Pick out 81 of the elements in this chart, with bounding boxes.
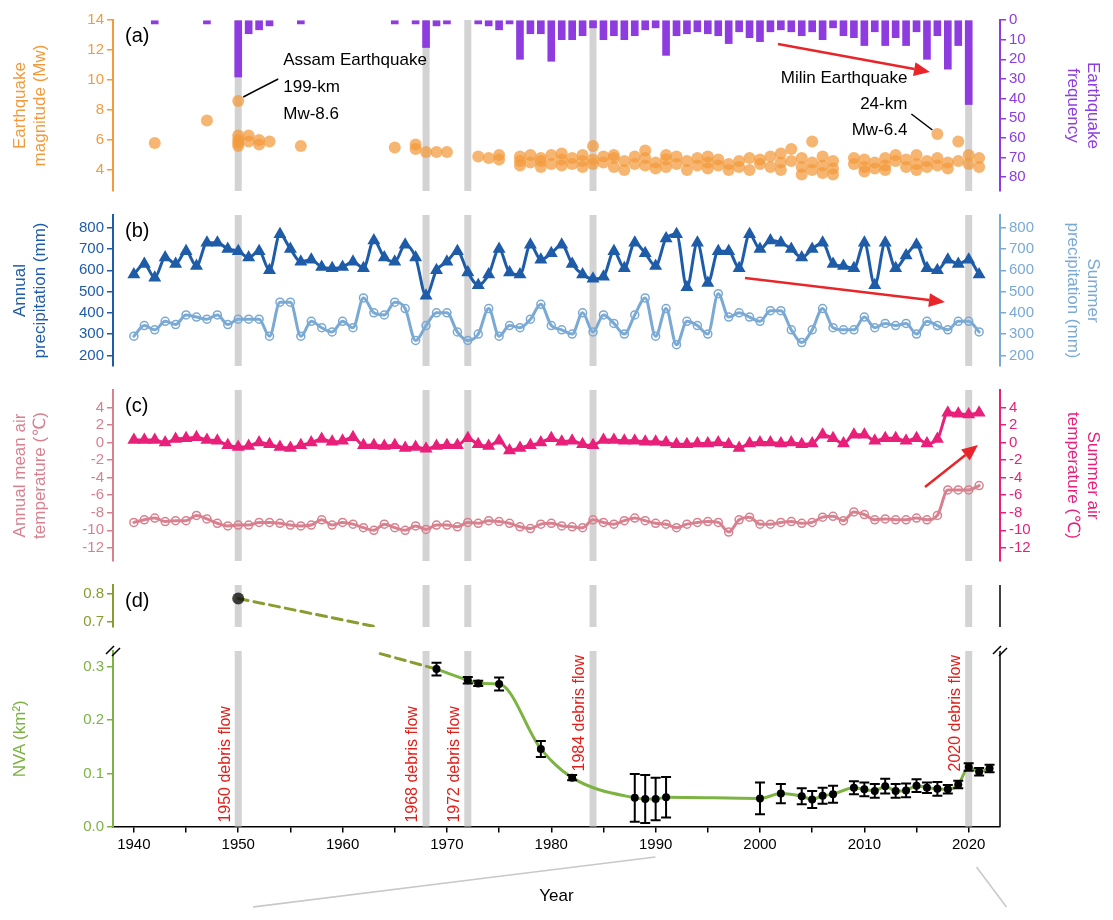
y-tick-label: 300 bbox=[78, 324, 104, 342]
y-tick-label: 6 bbox=[95, 130, 104, 148]
x-tick-label: 1990 bbox=[638, 834, 673, 852]
y-tick-label: 0.3 bbox=[83, 657, 104, 675]
y-tick-label: 0.2 bbox=[83, 710, 104, 728]
y-tick-label: -6 bbox=[90, 485, 104, 503]
annotation: (a) bbox=[125, 23, 150, 46]
x-tick-label: 2000 bbox=[743, 834, 777, 852]
y2-tick-label: 10 bbox=[1009, 29, 1026, 47]
y2-axis-title: Earthquake frequency bbox=[1063, 62, 1104, 149]
y-tick-label: 4 bbox=[95, 160, 104, 178]
y2-tick-label: 800 bbox=[1009, 217, 1035, 235]
x-tick-label: 1950 bbox=[221, 834, 255, 852]
ref-line-label: 1968 debris flow bbox=[403, 705, 421, 823]
x-tick-label: 1970 bbox=[430, 834, 464, 852]
y-tick-label: -10 bbox=[82, 520, 104, 538]
ref-line-label: 1972 debris flow bbox=[445, 705, 463, 823]
y2-tick-label: 0 bbox=[1009, 10, 1018, 28]
y2-tick-label: 600 bbox=[1009, 260, 1035, 278]
y-tick-label: 700 bbox=[78, 239, 104, 257]
x-tick-label: 2010 bbox=[847, 834, 882, 852]
x-tick-label: 1980 bbox=[534, 834, 568, 852]
y-tick-label: -2 bbox=[90, 450, 104, 468]
y-tick-label: 12 bbox=[87, 40, 104, 58]
y-tick-label: 0.7 bbox=[83, 611, 104, 629]
y-tick-label: 800 bbox=[78, 217, 104, 235]
y-tick-label: 400 bbox=[78, 302, 104, 320]
y2-axis-title: Summer air temperature (℃) bbox=[1063, 412, 1104, 539]
y2-tick-label: 60 bbox=[1009, 128, 1026, 146]
y-tick-label: -4 bbox=[90, 467, 104, 485]
y2-tick-label: 40 bbox=[1009, 88, 1026, 106]
y2-tick-label: 30 bbox=[1009, 69, 1026, 87]
annotation: (c) bbox=[125, 393, 149, 416]
y-axis-title: Earthquake magnitude (Mw) bbox=[9, 44, 50, 167]
y2-tick-label: -6 bbox=[1009, 485, 1023, 503]
y2-tick-label: 70 bbox=[1009, 147, 1026, 165]
y2-tick-label: -8 bbox=[1009, 502, 1023, 520]
annotation: (b) bbox=[125, 218, 150, 241]
y2-tick-label: 200 bbox=[1009, 345, 1035, 363]
y2-tick-label: 0 bbox=[1009, 432, 1018, 450]
ref-line-label: 2020 debris flow bbox=[946, 654, 964, 772]
y2-tick-label: 50 bbox=[1009, 108, 1026, 126]
y-tick-label: 2 bbox=[95, 415, 104, 433]
y-tick-label: 200 bbox=[78, 345, 104, 363]
x-tick-label: 1940 bbox=[117, 834, 151, 852]
y-axis-title: Annual precipitation (mm) bbox=[9, 222, 50, 359]
y2-tick-label: 20 bbox=[1009, 49, 1026, 67]
y2-tick-label: -2 bbox=[1009, 450, 1023, 468]
y-tick-label: -8 bbox=[90, 502, 104, 520]
x-tick-label: 2020 bbox=[952, 834, 986, 852]
y2-tick-label: 80 bbox=[1009, 167, 1026, 185]
y2-tick-label: -10 bbox=[1009, 520, 1031, 538]
y-tick-label: 14 bbox=[87, 10, 104, 28]
y2-tick-label: -4 bbox=[1009, 467, 1023, 485]
ref-line-label: 1984 debris flow bbox=[570, 654, 588, 772]
y2-tick-label: 300 bbox=[1009, 324, 1035, 342]
y2-tick-label: 4 bbox=[1009, 397, 1018, 415]
y-tick-label: 500 bbox=[78, 281, 104, 299]
y-tick-label: 10 bbox=[87, 70, 104, 88]
y-tick-label: -12 bbox=[82, 537, 104, 555]
y-tick-label: 0.1 bbox=[83, 763, 104, 781]
y-tick-label: 600 bbox=[78, 260, 104, 278]
y-tick-label: 4 bbox=[95, 397, 104, 415]
y2-tick-label: 2 bbox=[1009, 415, 1018, 433]
y-tick-label: 0 bbox=[95, 432, 104, 450]
y2-tick-label: 400 bbox=[1009, 302, 1035, 320]
y-axis-title: Annual mean air temperature (℃) bbox=[9, 412, 50, 539]
x-tick-label: 1960 bbox=[325, 834, 360, 852]
annotation: (d) bbox=[125, 588, 150, 611]
x-axis-title: Year bbox=[539, 886, 575, 906]
y-tick-label: 8 bbox=[95, 100, 104, 118]
annotation: Milin Earthquake 24-km Mw-6.4 bbox=[780, 67, 908, 139]
y2-axis-title: Summer precipitation (mm) bbox=[1063, 222, 1104, 359]
y-tick-label: 0.8 bbox=[83, 583, 104, 601]
y2-tick-label: -12 bbox=[1009, 537, 1031, 555]
y2-tick-label: 700 bbox=[1009, 239, 1035, 257]
annotation: Assam Earthquake 199-km Mw-8.6 bbox=[283, 49, 427, 123]
ref-line-label: 1950 debris flow bbox=[215, 705, 233, 823]
y-axis-title: NVA (km²) bbox=[9, 700, 29, 778]
y2-tick-label: 500 bbox=[1009, 281, 1035, 299]
y-tick-label: 0.0 bbox=[83, 816, 104, 834]
